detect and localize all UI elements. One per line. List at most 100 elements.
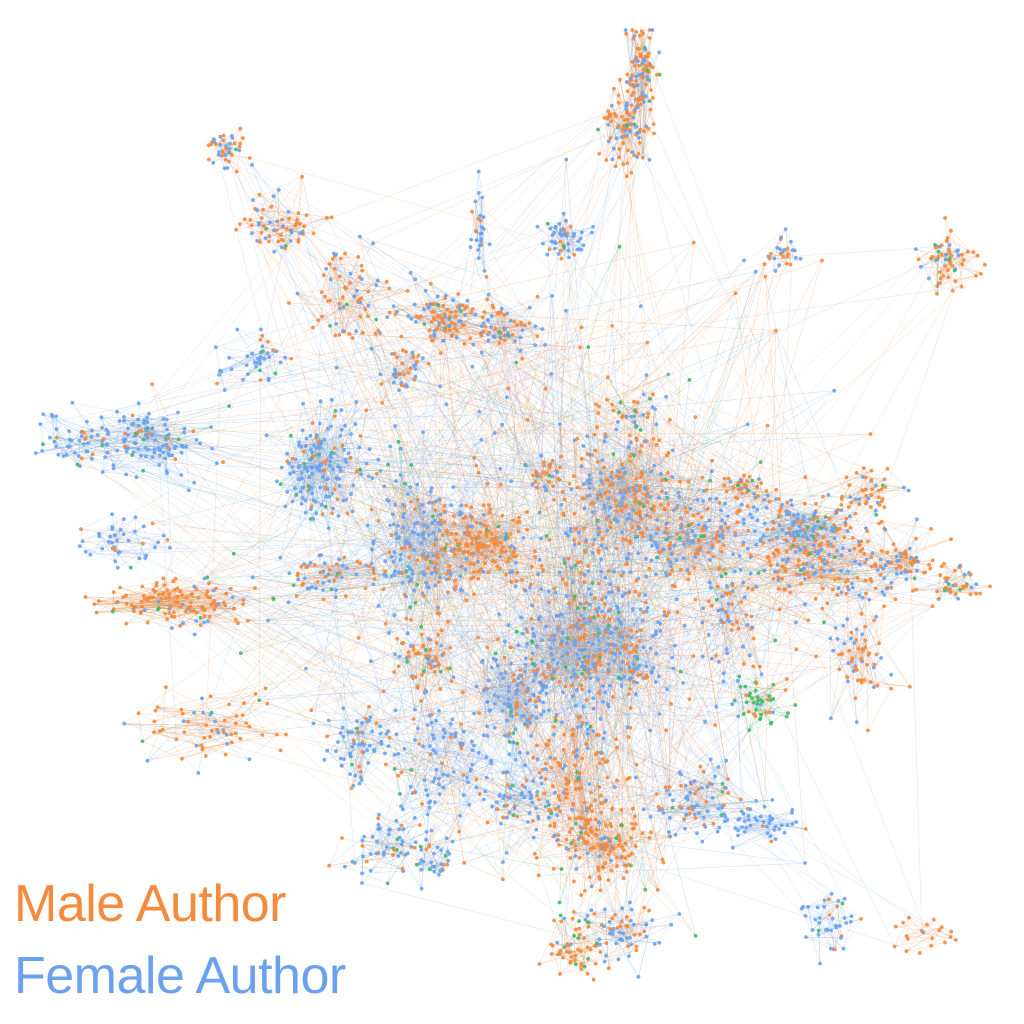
network-edge xyxy=(223,135,230,150)
network-edge xyxy=(604,88,615,118)
network-edge xyxy=(626,102,637,135)
network-edge xyxy=(568,232,583,258)
network-edge xyxy=(231,143,235,155)
network-edge xyxy=(273,196,314,234)
network-edge xyxy=(939,265,953,284)
network-edge xyxy=(652,74,660,98)
network-edge xyxy=(631,94,651,110)
network-edge xyxy=(236,229,286,249)
network-edge xyxy=(476,231,485,271)
network-edge xyxy=(258,222,297,225)
network-edge xyxy=(631,128,649,173)
network-edge xyxy=(296,176,303,224)
network-edge xyxy=(975,264,986,276)
network-edge xyxy=(134,517,136,532)
network-edge xyxy=(645,97,653,127)
network-edge xyxy=(239,223,262,234)
network-edge xyxy=(259,209,264,243)
network-edge xyxy=(296,222,299,240)
network-edge xyxy=(784,249,797,259)
network-edge xyxy=(218,154,225,169)
network-edge xyxy=(271,206,301,234)
network-edge xyxy=(649,63,652,91)
network-edge xyxy=(277,189,280,242)
network-edge xyxy=(915,538,918,571)
network-edge xyxy=(259,194,284,227)
network-edge xyxy=(609,113,617,139)
network-edge xyxy=(471,211,476,232)
network-edge xyxy=(619,148,628,164)
network-edge xyxy=(258,218,290,224)
network-edge xyxy=(256,222,271,242)
network-edge xyxy=(257,209,296,226)
network-edge xyxy=(610,109,651,116)
network-edge xyxy=(252,199,261,243)
network-edge xyxy=(273,196,284,227)
network-edge xyxy=(277,221,299,243)
network-edge xyxy=(777,247,780,266)
network-edge xyxy=(471,211,485,271)
network-edge xyxy=(627,35,635,75)
network-edge xyxy=(477,197,483,251)
network-edge xyxy=(610,116,623,122)
network-edge xyxy=(265,233,303,239)
network-edge xyxy=(624,128,638,158)
network-edge xyxy=(570,226,575,255)
network-edge xyxy=(471,211,482,242)
network-edge xyxy=(634,72,650,111)
network-edge xyxy=(117,542,159,569)
network-edge xyxy=(577,232,593,250)
network-edge xyxy=(537,226,550,250)
network-edge xyxy=(618,102,623,138)
network-edge xyxy=(632,65,647,76)
network-edge xyxy=(627,63,650,92)
network-edge xyxy=(626,99,639,126)
network-edge xyxy=(250,217,262,221)
network-edge xyxy=(615,143,624,167)
network-edge xyxy=(606,106,639,161)
network-edge xyxy=(774,257,796,259)
network-edge xyxy=(274,232,292,252)
network-edge xyxy=(566,235,570,258)
network-edge xyxy=(550,228,561,242)
network-edge xyxy=(610,115,650,160)
network-edge xyxy=(252,176,303,201)
network-edge xyxy=(542,243,575,256)
network-edge xyxy=(225,143,241,147)
network-edge xyxy=(565,220,575,255)
network-edge xyxy=(273,230,282,241)
network-edge xyxy=(604,117,628,136)
network-edge xyxy=(252,199,277,231)
network-edge xyxy=(635,29,650,60)
network-edge xyxy=(611,105,625,137)
network-edge xyxy=(608,124,628,136)
network-edge xyxy=(257,229,291,242)
network-edge xyxy=(278,189,298,220)
network-edge xyxy=(642,99,645,132)
network-edge xyxy=(210,144,230,154)
network-edge xyxy=(282,211,289,227)
network-edge xyxy=(475,201,479,219)
network-edge xyxy=(625,52,660,110)
network-edge xyxy=(631,132,638,173)
network-edge xyxy=(928,246,938,279)
network-edge xyxy=(263,176,303,227)
network-edge xyxy=(268,189,280,242)
network-edge xyxy=(638,74,654,125)
network-edge xyxy=(258,206,272,225)
network-edge xyxy=(210,144,237,172)
network-edge xyxy=(612,113,615,160)
network-edge xyxy=(610,95,619,122)
network-edge xyxy=(626,125,628,164)
network-edge xyxy=(301,176,314,234)
network-edge xyxy=(642,80,650,158)
network-edge xyxy=(632,61,647,97)
network-edge xyxy=(291,217,327,232)
network-edge xyxy=(550,228,561,242)
network-edge xyxy=(775,256,788,272)
network-edge xyxy=(599,131,640,155)
network-edge xyxy=(617,127,638,133)
network-edge xyxy=(213,138,240,147)
network-edge xyxy=(547,223,561,235)
